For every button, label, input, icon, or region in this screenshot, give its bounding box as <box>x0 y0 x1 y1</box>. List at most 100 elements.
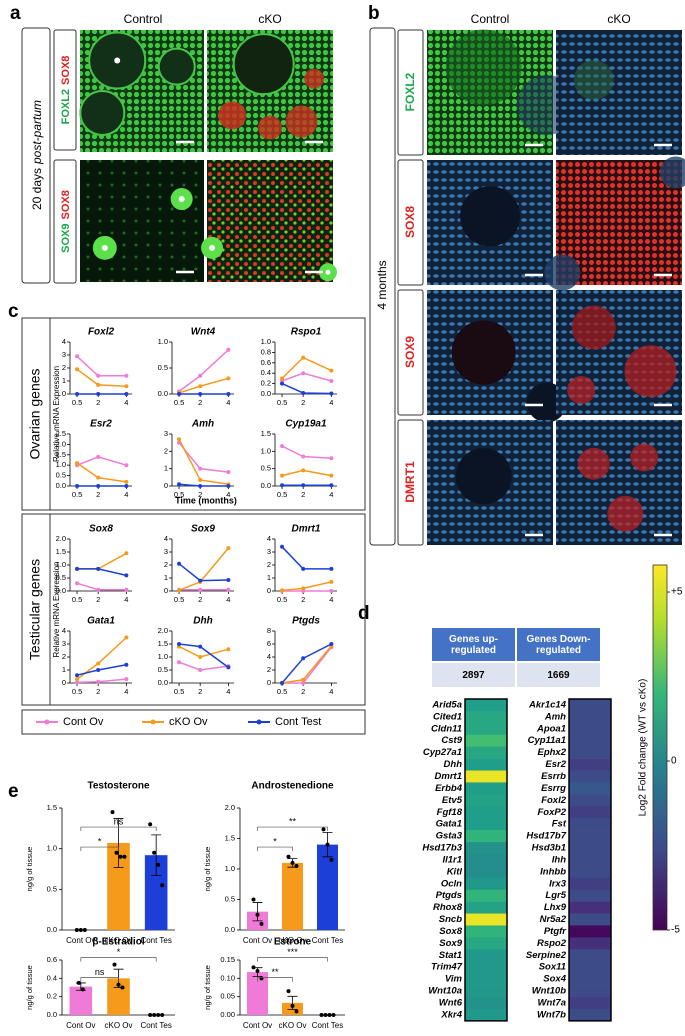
data-point <box>280 376 285 381</box>
heatmap-cell <box>465 758 507 771</box>
data-point <box>198 578 203 583</box>
marker-label: SOX8 <box>403 206 417 238</box>
legend-marker <box>256 719 262 725</box>
rotated-group: SOX8 <box>403 206 417 238</box>
row-title-italic: post-partum <box>30 100 44 165</box>
chart-title: Dhh <box>193 616 212 627</box>
series-line <box>76 462 127 483</box>
row-label: SOX9 SOX8 <box>60 190 72 253</box>
y-tick-label: 0.0 <box>261 481 271 490</box>
micrograph-bg <box>80 160 204 282</box>
rotated-group: ng/g of tissue <box>203 965 212 1010</box>
colorbar-tick-label: 0 <box>671 756 677 767</box>
data-point <box>226 376 231 381</box>
y-tick-label: 0.6 <box>261 358 271 367</box>
y-tick-label: 0.5 <box>225 894 235 903</box>
series-line <box>281 581 332 592</box>
x-tick-label: 2 <box>198 687 202 696</box>
series-line <box>77 552 127 570</box>
data-point <box>122 854 127 859</box>
heatmap-cell <box>569 949 611 962</box>
micrograph-feature <box>624 345 677 398</box>
rotated-group: SOX9 SOX8 <box>60 190 72 253</box>
row-title-box <box>21 27 51 284</box>
data-point <box>301 586 306 591</box>
heatmap-border <box>568 698 612 1022</box>
heatmap-cell <box>569 734 611 747</box>
significance-label: * <box>117 947 121 957</box>
series-line <box>77 568 127 577</box>
significance-label: * <box>273 836 277 846</box>
panel-label: c <box>8 301 19 322</box>
gene-label: Ptgds <box>436 890 462 901</box>
gene-label: Rhox8 <box>433 902 463 913</box>
data-point <box>80 987 85 992</box>
x-tick-label: 0.5 <box>72 687 82 696</box>
micrograph-feature <box>79 89 126 136</box>
data-point <box>96 661 101 666</box>
y-axis-label: ng/g of tissue <box>203 965 212 1010</box>
x-tick-label: Cont Ov <box>66 936 95 945</box>
data-point <box>226 546 231 551</box>
micrograph <box>207 30 333 152</box>
column-header: cKO <box>607 12 630 26</box>
heatmap-cell <box>465 770 507 783</box>
significance-label: * <box>98 836 102 846</box>
gene-label: Serpine2 <box>526 950 567 961</box>
x-tick-label: 4 <box>226 687 230 696</box>
data-point <box>226 392 231 396</box>
series-line <box>76 664 127 676</box>
significance-label: *** <box>287 947 298 957</box>
y-tick-label: 1.0 <box>261 337 271 346</box>
gene-label: Wnt7b <box>537 1009 566 1020</box>
legend-box <box>21 709 366 735</box>
x-tick-label: 4 <box>329 595 333 604</box>
legend-label: Cont Ov <box>63 716 104 728</box>
micrograph <box>201 160 337 282</box>
x-tick-label: 2 <box>96 687 100 696</box>
row-label: FOXL2 SOX8 <box>60 56 72 125</box>
heatmap-cell <box>569 710 611 724</box>
gene-label: Rspo2 <box>537 938 567 949</box>
heatmap-cell <box>569 699 611 712</box>
heatmap-cell <box>465 913 507 926</box>
y-tick-label: 1 <box>62 665 66 674</box>
data-point <box>280 381 285 386</box>
gene-label: Trim47 <box>431 962 463 973</box>
chart-title: Foxl2 <box>88 327 115 338</box>
legend-label: Cont Test <box>275 716 321 728</box>
data-point <box>319 1013 324 1017</box>
row-title-part: 20 days <box>30 168 44 210</box>
data-point <box>301 566 306 571</box>
x-tick-label: Cont Tes <box>312 936 343 945</box>
gene-label: Ocln <box>441 878 462 889</box>
chart-title: Wnt4 <box>191 327 216 338</box>
heatmap-cell <box>465 1008 507 1022</box>
micrograph-feature <box>607 495 644 532</box>
x-tick-label: 2 <box>96 398 100 407</box>
data-point <box>280 681 285 685</box>
data-point <box>75 673 80 678</box>
chart-title: Amh <box>191 419 214 430</box>
data-point <box>301 454 306 459</box>
y-tick-label: 1 <box>164 573 168 582</box>
data-point <box>226 470 231 475</box>
heatmap-cell <box>465 806 507 819</box>
data-point <box>198 655 203 659</box>
x-tick-label: 0.5 <box>277 398 287 407</box>
data-point <box>78 928 83 932</box>
y-tick-label: 0 <box>164 481 168 490</box>
y-tick-label: 1.0 <box>158 337 168 346</box>
gene-label: Esr2 <box>545 759 566 770</box>
heatmap-cell <box>569 913 611 926</box>
data-point <box>286 854 291 859</box>
data-point <box>198 477 203 482</box>
data-point <box>74 928 79 932</box>
data-point <box>124 463 129 468</box>
micrograph <box>544 156 685 291</box>
heatmap-cell <box>569 901 611 914</box>
heatmap-cell <box>569 842 611 855</box>
data-point <box>160 1013 165 1017</box>
data-point <box>251 965 256 970</box>
marker-label: DMRT1 <box>403 461 417 503</box>
